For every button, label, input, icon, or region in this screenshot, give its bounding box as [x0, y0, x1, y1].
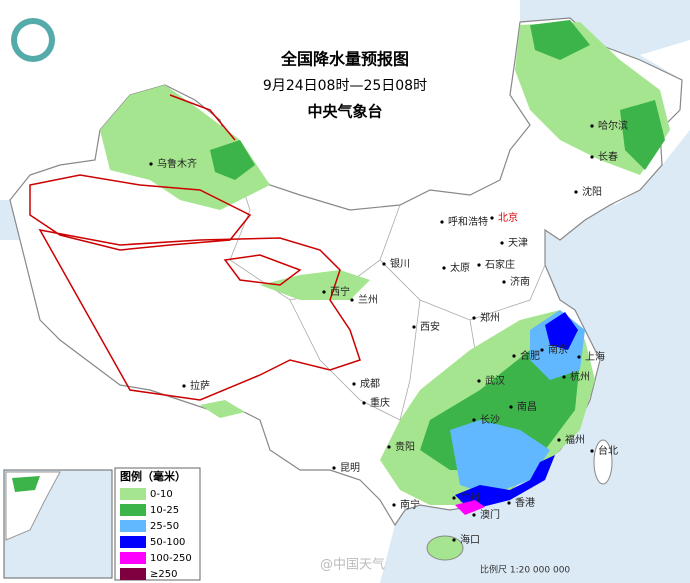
- city-dot: [590, 124, 594, 128]
- legend-label: 25-50: [150, 521, 179, 532]
- legend-label: ≥250: [150, 569, 177, 580]
- city-label: 南京: [548, 343, 568, 356]
- legend-label: 10-25: [150, 505, 179, 516]
- legend-swatch: [120, 536, 146, 548]
- legend-swatch: [120, 520, 146, 532]
- city-dot: [392, 503, 396, 507]
- city-dot: [477, 379, 481, 383]
- city-dot: [362, 401, 366, 405]
- city-dot: [590, 155, 594, 159]
- city-label: 重庆: [370, 396, 390, 409]
- rain-50-100: [455, 312, 578, 510]
- city-dot: [452, 496, 456, 500]
- legend-label: 50-100: [150, 537, 185, 548]
- city-dot: [322, 290, 326, 294]
- city-label: 沈阳: [582, 185, 602, 198]
- city-label: 海口: [460, 533, 480, 546]
- taiwan: [593, 439, 613, 485]
- city-dot: [574, 190, 578, 194]
- city-label: 昆明: [340, 462, 360, 474]
- city-label: 哈尔滨: [598, 119, 628, 132]
- city-dot: [557, 438, 561, 442]
- city-label: 成都: [360, 378, 380, 390]
- city-label: 西安: [420, 320, 440, 333]
- city-label: 澳门: [480, 508, 500, 521]
- city-label: 杭州: [570, 370, 590, 383]
- hainan: [426, 535, 464, 561]
- issuer: 中央气象台: [307, 103, 382, 121]
- city-label: 西宁: [330, 285, 350, 298]
- city-label: 贵阳: [395, 440, 415, 453]
- city-label: 南宁: [400, 498, 420, 511]
- city-dot: [500, 241, 504, 245]
- city-label: 北京: [498, 211, 518, 224]
- city-dot: [490, 216, 494, 220]
- city-dot: [352, 382, 356, 386]
- inset-map: [3, 469, 113, 579]
- legend-label: 0-10: [150, 489, 173, 500]
- city-label: 台北: [598, 444, 618, 457]
- rain-100-250: [455, 500, 485, 515]
- legend-swatch: [120, 504, 146, 516]
- city-dot: [512, 354, 516, 358]
- legend-swatch: [120, 568, 146, 580]
- city-dot: [472, 418, 476, 422]
- plateau-outline: [29, 94, 361, 401]
- city-label: 武汉: [485, 374, 505, 387]
- legend-title: 图例（毫米）: [120, 469, 186, 483]
- city-label: 长沙: [480, 414, 500, 426]
- city-dot: [472, 316, 476, 320]
- city-dot: [452, 538, 456, 542]
- watermark: @中国天气: [320, 557, 385, 573]
- city-dot: [577, 355, 581, 359]
- city-label: 南昌: [517, 400, 537, 413]
- city-dot: [382, 262, 386, 266]
- city-label: 济南: [510, 275, 530, 288]
- city-dot: [387, 445, 391, 449]
- legend-label: 100-250: [150, 553, 192, 564]
- city-label: 广州: [460, 492, 480, 504]
- city-label: 合肥: [520, 349, 540, 362]
- city-dot: [440, 220, 444, 224]
- scale-text: 比例尺 1:20 000 000: [480, 564, 570, 576]
- city-dot: [472, 513, 476, 517]
- city-label: 天津: [508, 237, 528, 249]
- city-label: 长春: [598, 151, 618, 163]
- city-label: 太原: [450, 261, 470, 274]
- city-label: 郑州: [480, 311, 500, 324]
- city-dot: [502, 280, 506, 284]
- city-label: 拉萨: [190, 379, 210, 392]
- legend-swatch: [120, 552, 146, 564]
- city-label: 香港: [515, 497, 535, 509]
- city-dot: [590, 449, 594, 453]
- legend-swatch: [120, 488, 146, 500]
- city-dot: [412, 325, 416, 329]
- city-label: 石家庄: [485, 258, 515, 271]
- city-dot: [182, 384, 186, 388]
- city-dot: [332, 466, 336, 470]
- city-label: 银川: [390, 257, 410, 270]
- city-label: 兰州: [358, 293, 378, 306]
- city-dot: [540, 348, 544, 352]
- subtitle: 9月24日08时—25日08时: [263, 78, 427, 94]
- city-dot: [509, 405, 513, 409]
- city-label: 呼和浩特: [448, 216, 488, 228]
- city-dot: [149, 162, 153, 166]
- city-label: 福州: [565, 433, 585, 446]
- city-label: 乌鲁木齐: [157, 157, 197, 170]
- logo-inner: [17, 24, 49, 56]
- title: 全国降水量预报图: [280, 50, 409, 69]
- city-dot: [507, 501, 511, 505]
- city-dot: [562, 375, 566, 379]
- city-dot: [350, 298, 354, 302]
- city-label: 上海: [585, 350, 605, 363]
- city-dot: [477, 263, 481, 267]
- city-dot: [442, 266, 446, 270]
